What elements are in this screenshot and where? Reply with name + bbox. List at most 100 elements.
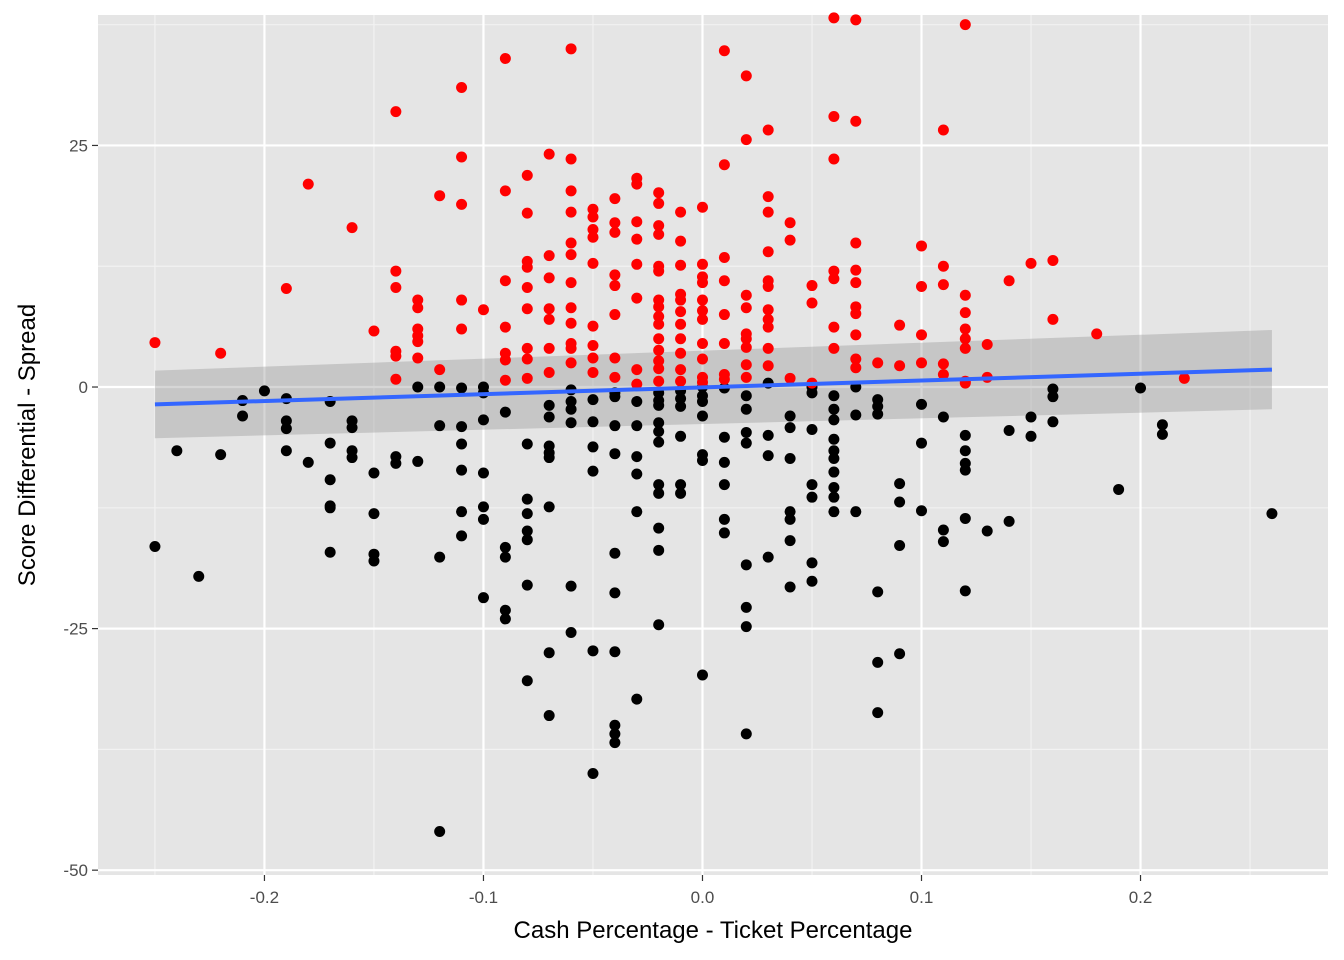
positive-point (959, 323, 971, 335)
y-axis-title: Score Differential - Spread (14, 304, 41, 586)
positive-point (1025, 257, 1037, 269)
positive-point (916, 357, 928, 369)
negative-point (587, 441, 599, 453)
positive-point (675, 347, 687, 359)
negative-point (806, 479, 818, 491)
positive-point (609, 217, 621, 229)
negative-point (609, 587, 621, 599)
positive-point (894, 360, 906, 372)
negative-point (456, 382, 468, 394)
negative-point (543, 710, 555, 722)
negative-point (543, 501, 555, 513)
positive-point (718, 45, 730, 57)
positive-point (696, 277, 708, 289)
negative-point (587, 645, 599, 657)
positive-point (916, 281, 928, 293)
positive-point (631, 216, 643, 228)
positive-point (609, 309, 621, 321)
negative-point (499, 604, 511, 616)
positive-point (740, 70, 752, 82)
positive-point (696, 201, 708, 213)
negative-point (631, 396, 643, 408)
negative-point (828, 466, 840, 478)
negative-point (937, 524, 949, 536)
negative-point (828, 453, 840, 465)
negative-point (565, 580, 577, 592)
y-tick-label: 0 (79, 378, 88, 397)
negative-point (675, 430, 687, 442)
positive-point (499, 52, 511, 64)
positive-point (916, 240, 928, 252)
positive-point (981, 339, 993, 351)
positive-point (587, 320, 599, 332)
negative-point (937, 536, 949, 548)
negative-point (456, 464, 468, 476)
negative-points-layer (149, 377, 1278, 838)
negative-point (499, 613, 511, 625)
negative-point (280, 445, 292, 457)
positive-point (740, 289, 752, 301)
negative-point (828, 414, 840, 426)
positive-point (653, 318, 665, 330)
positive-point (784, 372, 796, 384)
positive-point (412, 294, 424, 306)
negative-point (1266, 508, 1278, 520)
negative-point (587, 394, 599, 406)
positive-point (675, 364, 687, 376)
x-tick-label: -0.1 (469, 888, 498, 907)
positive-point (740, 333, 752, 345)
positive-point (675, 206, 687, 218)
negative-point (477, 467, 489, 479)
trend-line-layer (154, 367, 1272, 407)
positive-point (1047, 254, 1059, 266)
negative-point (609, 728, 621, 740)
positive-point (499, 275, 511, 287)
negative-point (696, 454, 708, 466)
negative-point (456, 438, 468, 450)
positive-point (937, 368, 949, 380)
negative-point (258, 385, 270, 397)
negative-point (434, 826, 446, 838)
negative-point (237, 410, 249, 422)
positive-point (587, 367, 599, 379)
negative-point (609, 646, 621, 658)
negative-point (521, 438, 533, 450)
negative-point (828, 506, 840, 518)
negative-point (784, 453, 796, 465)
positive-point (390, 265, 402, 277)
negative-point (828, 390, 840, 402)
minor-grid (98, 15, 1328, 875)
positive-point (916, 329, 928, 341)
negative-point (740, 621, 752, 633)
negative-point (850, 506, 862, 518)
positive-point (653, 355, 665, 367)
positive-point (587, 339, 599, 351)
positive-point (390, 281, 402, 293)
axis-ticks: -0.2 -0.1 0.0 0.1 0.2 -50 -25 0 25 (63, 136, 1152, 907)
positive-point (653, 363, 665, 375)
positive-point (675, 306, 687, 318)
negative-point (565, 403, 577, 415)
negative-point (718, 527, 730, 539)
positive-point (346, 222, 358, 234)
negative-point (609, 448, 621, 460)
positive-point (521, 261, 533, 273)
positive-point (937, 260, 949, 272)
positive-point (653, 301, 665, 313)
negative-point (916, 437, 928, 449)
positive-point (959, 289, 971, 301)
positive-point (828, 321, 840, 333)
positive-point (456, 323, 468, 335)
negative-point (565, 396, 577, 408)
negative-point (434, 381, 446, 393)
negative-point (368, 508, 380, 520)
positive-point (696, 258, 708, 270)
negative-point (346, 452, 358, 464)
negative-point (762, 551, 774, 563)
negative-point (149, 540, 161, 552)
negative-point (806, 491, 818, 503)
y-tick-label: -50 (63, 861, 88, 880)
negative-point (850, 409, 862, 421)
positive-point (740, 134, 752, 146)
